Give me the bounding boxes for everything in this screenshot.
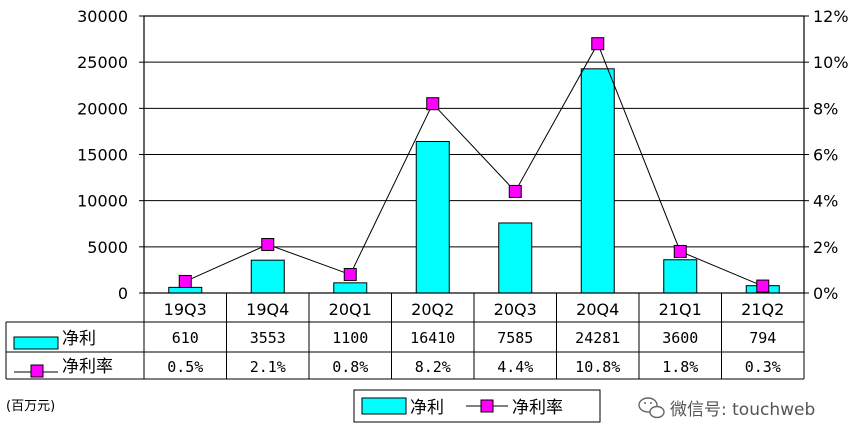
table-row-label: 净利	[62, 329, 96, 349]
watermark-text: 微信号: touchweb	[670, 400, 815, 420]
bars	[168, 68, 780, 294]
right-tick-label: 6%	[813, 146, 838, 165]
right-axis-ticks: 0% 2% 4% 6% 8% 10% 12%	[804, 7, 849, 303]
table-row-label: 净利率	[62, 357, 113, 377]
left-tick-label: 10000	[77, 192, 128, 211]
left-tick-label: 5000	[87, 238, 128, 257]
left-tick-label: 25000	[77, 53, 128, 72]
bar	[168, 286, 203, 294]
legend-line-label: 净利率	[512, 398, 563, 418]
right-tick-label: 2%	[813, 238, 838, 257]
category-label: 20Q2	[411, 300, 454, 319]
table-cell: 0.8%	[332, 358, 368, 376]
wechat-icon	[638, 397, 665, 419]
category-label: 21Q1	[659, 300, 702, 319]
right-tick-label: 10%	[813, 53, 849, 72]
category-label: 20Q1	[329, 300, 372, 319]
table-cell: 1100	[332, 329, 368, 347]
bar	[415, 140, 450, 294]
watermark: 微信号: touchweb	[638, 397, 815, 420]
line-marker	[343, 268, 357, 282]
line-marker	[591, 37, 605, 51]
legend: 净利 净利率	[353, 389, 601, 423]
table-cell: 0.3%	[745, 358, 781, 376]
bar	[250, 259, 285, 294]
table-cell: 3553	[250, 329, 286, 347]
table-cell: 8.2%	[415, 358, 451, 376]
line-marker	[508, 184, 522, 198]
line-marker	[673, 244, 687, 258]
table-cell: 10.8%	[575, 358, 620, 376]
table-line-marker	[30, 364, 44, 378]
right-tick-label: 12%	[813, 7, 849, 26]
bar	[333, 282, 368, 294]
legend-bar-swatch	[361, 397, 407, 415]
category-label: 20Q4	[576, 300, 619, 319]
left-tick-label: 0	[118, 284, 128, 303]
line-marker	[756, 279, 770, 293]
bar	[580, 68, 615, 294]
left-tick-label: 30000	[77, 7, 128, 26]
bar	[498, 222, 533, 294]
left-tick-label: 15000	[77, 146, 128, 165]
gridlines	[144, 16, 804, 293]
table-cell: 794	[749, 329, 776, 347]
table-cell: 7585	[497, 329, 533, 347]
line-marker	[261, 238, 275, 252]
table-cell: 0.5%	[167, 358, 203, 376]
table-cell: 24281	[575, 329, 620, 347]
table-cell: 1.8%	[662, 358, 698, 376]
right-tick-label: 8%	[813, 99, 838, 118]
category-label: 19Q3	[164, 300, 207, 319]
table-cell: 16410	[410, 329, 455, 347]
unit-label: (百万元)	[6, 399, 55, 414]
category-label: 20Q3	[494, 300, 537, 319]
category-label: 19Q4	[246, 300, 289, 319]
legend-bar-label: 净利	[410, 398, 444, 418]
table-cell: 4.4%	[497, 358, 533, 376]
right-tick-label: 0%	[813, 284, 838, 303]
table-bar-swatch	[13, 336, 59, 350]
table-cell: 3600	[662, 329, 698, 347]
table-cell: 2.1%	[250, 358, 286, 376]
category-label: 21Q2	[741, 300, 784, 319]
legend-line-marker	[480, 399, 494, 413]
line-series	[178, 37, 770, 293]
bar	[663, 259, 698, 294]
right-tick-label: 4%	[813, 192, 838, 211]
series-line	[185, 42, 763, 287]
line-marker	[426, 97, 440, 111]
left-axis-ticks: 0 5000 10000 15000 20000 25000 30000	[77, 7, 144, 303]
line-marker	[178, 274, 192, 288]
left-tick-label: 20000	[77, 99, 128, 118]
table-cell: 610	[172, 329, 199, 347]
